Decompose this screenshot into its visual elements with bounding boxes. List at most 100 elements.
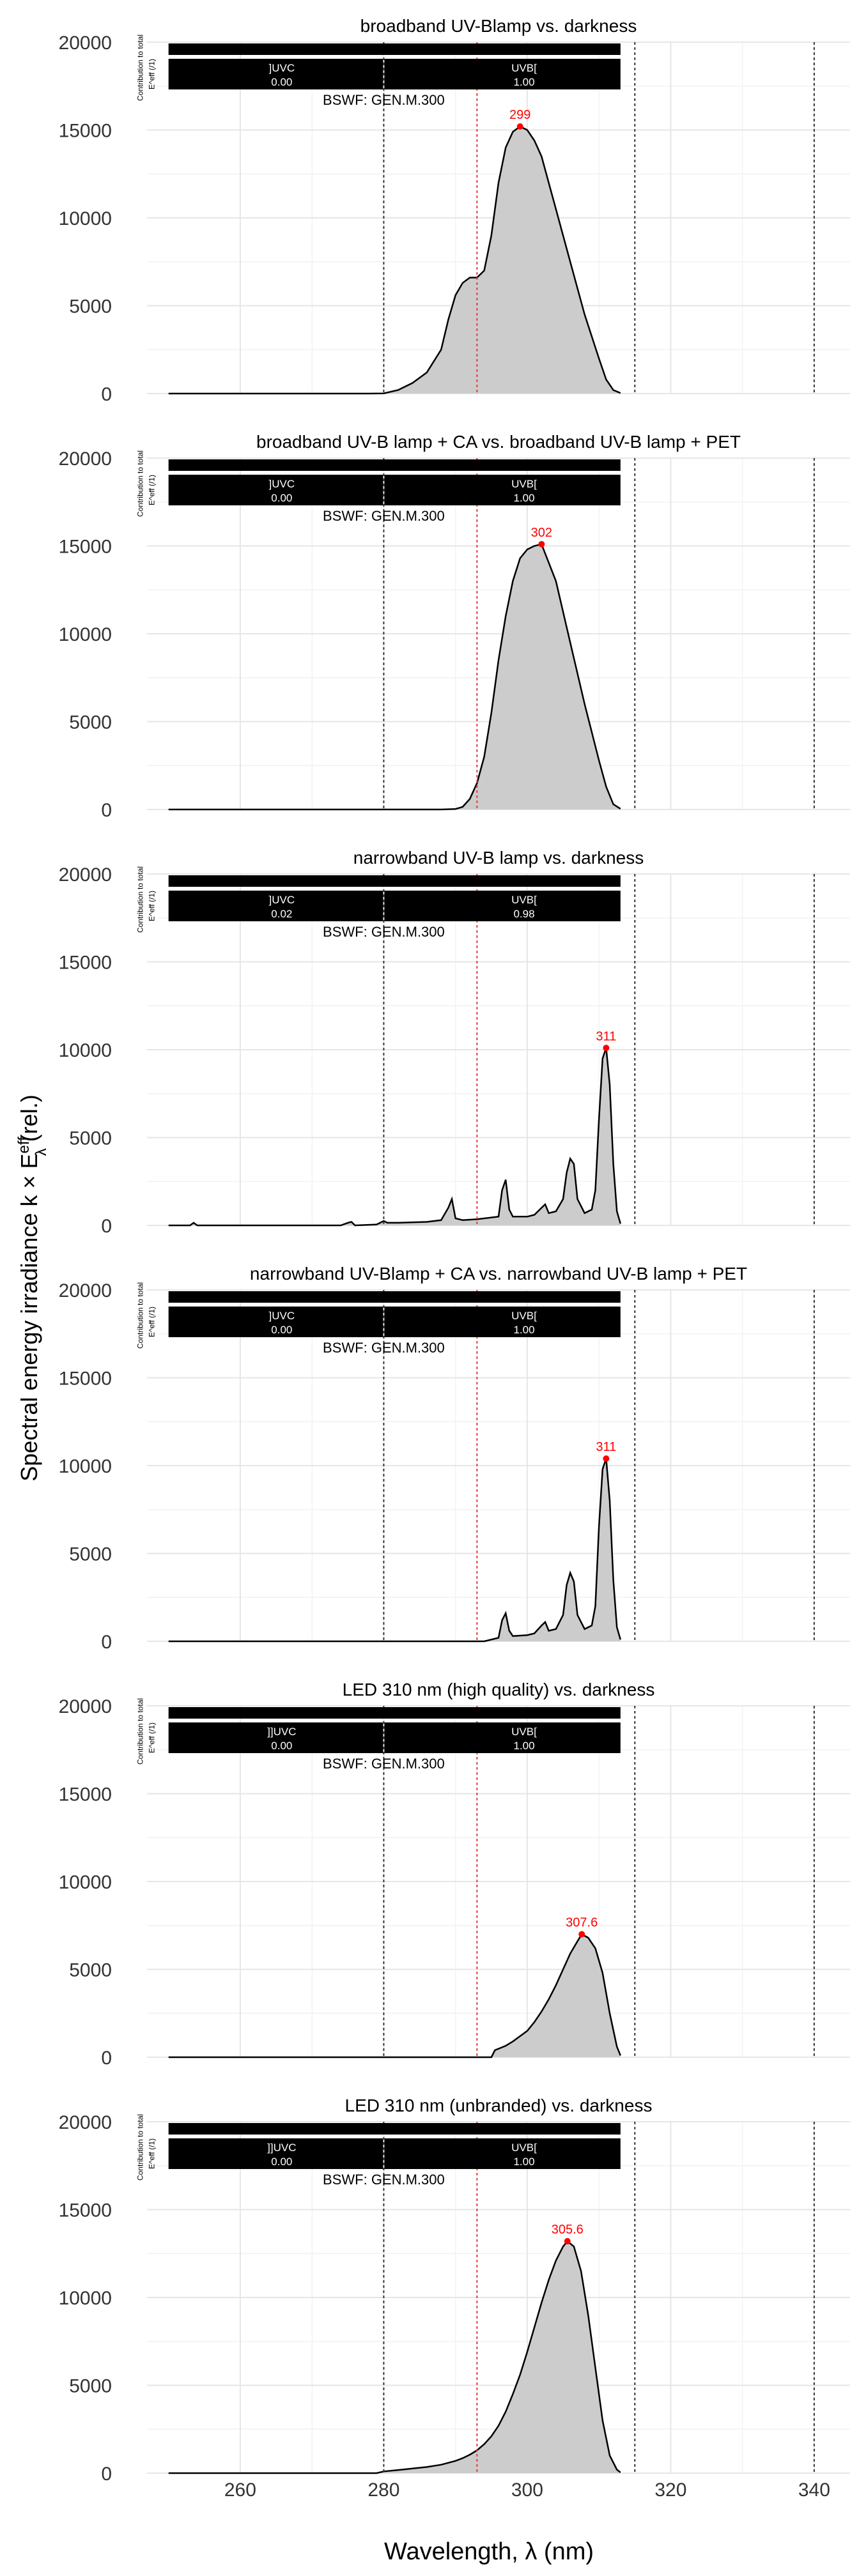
spectrum-area <box>168 126 621 394</box>
uvb-band-box <box>384 59 621 89</box>
y-tick-label: 0 <box>101 384 112 405</box>
uvc-band-box <box>168 1307 383 1337</box>
peak-point <box>578 1931 585 1938</box>
total-band-box <box>168 1291 621 1303</box>
y-tick-label: 15000 <box>59 121 112 142</box>
x-tick-label: 260 <box>224 2480 256 2501</box>
contribution-sub: E^eff (/1) <box>148 891 157 921</box>
bswf-label: BSWF: GEN.M.300 <box>323 1340 445 1356</box>
band-name: ]UVC <box>269 478 295 490</box>
uvc-band-box <box>168 59 383 89</box>
panel-title: narrowband UV-B lamp vs. darkness <box>353 848 644 868</box>
band-value: 0.00 <box>271 1740 292 1752</box>
peak-label: 311 <box>596 1440 616 1454</box>
y-tick-label: 5000 <box>69 1960 112 1981</box>
spectrum-line <box>168 543 621 811</box>
total-band-box <box>168 875 621 887</box>
band-value: 1.00 <box>513 76 534 88</box>
peak-label: 302 <box>531 526 552 540</box>
y-tick-label: 10000 <box>59 1040 112 1061</box>
y-axis-label: Spectral energy irradiance k × Eeffλ (re… <box>15 1094 50 1482</box>
uvb-band-box <box>384 475 621 505</box>
y-tick-label: 10000 <box>59 1456 112 1477</box>
band-value: 1.00 <box>513 1740 534 1752</box>
uvb-band-box <box>384 891 621 921</box>
peak-label: 305.6 <box>552 2223 584 2237</box>
band-value: 1.00 <box>513 492 534 504</box>
uvb-band-box <box>384 1722 621 1753</box>
band-value: 1.00 <box>513 1324 534 1336</box>
y-tick-label: 15000 <box>59 537 112 558</box>
band-name: UVB[ <box>511 62 537 74</box>
y-tick-label: 5000 <box>69 1128 112 1149</box>
band-value: 0.00 <box>271 1324 292 1336</box>
contribution-sub: E^eff (/1) <box>148 1307 157 1337</box>
peak-label: 311 <box>596 1029 616 1043</box>
y-tick-label: 20000 <box>59 33 112 54</box>
band-name: ]]UVC <box>267 1726 296 1738</box>
bswf-label: BSWF: GEN.M.300 <box>323 1756 445 1772</box>
uvb-band-box <box>384 2138 621 2169</box>
panel-title: LED 310 nm (high quality) vs. darkness <box>343 1680 655 1699</box>
contribution-label: Contribution to total <box>136 1698 145 1765</box>
y-tick-label: 10000 <box>59 624 112 645</box>
spectrum-area <box>168 1048 621 1225</box>
band-name: UVB[ <box>511 1726 537 1738</box>
y-axis-label-suffix: (rel.) <box>16 1094 42 1148</box>
spectrum-line <box>168 1458 622 1643</box>
peak-point <box>603 1045 610 1052</box>
contribution-label: Contribution to total <box>136 1282 145 1349</box>
y-tick-label: 0 <box>101 2464 112 2485</box>
contribution-sub: E^eff (/1) <box>148 1722 157 1753</box>
panel-title: broadband UV-Blamp vs. darkness <box>360 16 637 36</box>
x-tick-label: 280 <box>368 2480 399 2501</box>
peak-point <box>564 2238 571 2244</box>
peak-label: 299 <box>509 108 530 122</box>
panel-5: LED 310 nm (high quality) vs. darkness 0 5… <box>59 1680 850 2069</box>
contribution-sub: E^eff (/1) <box>148 59 157 89</box>
panel-1: broadband UV-Blamp vs. darkness 0 5000 1000… <box>59 16 850 405</box>
y-axis-label-prefix: Spectral energy irradiance k × E <box>16 1153 42 1481</box>
total-band-box <box>168 43 621 55</box>
panel-title: narrowband UV-Blamp + CA vs. narrowband … <box>250 1264 747 1284</box>
spectrum-area <box>168 1459 621 1641</box>
bswf-label: BSWF: GEN.M.300 <box>323 2172 445 2188</box>
x-tick-label: 320 <box>654 2480 686 2501</box>
peak-point <box>516 123 523 130</box>
band-name: ]UVC <box>269 1310 295 1322</box>
band-name: UVB[ <box>511 1310 537 1322</box>
panel-2: broadband UV-B lamp + CA vs. broadband U… <box>59 432 850 821</box>
peak-point <box>603 1455 610 1462</box>
y-tick-label: 5000 <box>69 296 112 318</box>
band-value: 0.98 <box>513 908 534 920</box>
x-axis-label: Wavelength, λ (nm) <box>384 2538 594 2565</box>
uvc-band-box <box>168 1722 383 1753</box>
y-tick-label: 15000 <box>59 1368 112 1390</box>
band-name: UVB[ <box>511 478 537 490</box>
band-name: UVB[ <box>511 894 537 906</box>
y-tick-label: 20000 <box>59 448 112 470</box>
y-tick-label: 0 <box>101 2048 112 2069</box>
contribution-label: Contribution to total <box>136 450 145 517</box>
uvc-band-box <box>168 475 383 505</box>
contribution-sub: E^eff (/1) <box>148 2138 157 2169</box>
band-name: UVB[ <box>511 2142 537 2154</box>
spectrum-area <box>168 1934 621 2057</box>
y-tick-label: 20000 <box>59 864 112 885</box>
contribution-label: Contribution to total <box>136 866 145 933</box>
panel-title: broadband UV-B lamp + CA vs. broadband U… <box>256 432 741 452</box>
bswf-label: BSWF: GEN.M.300 <box>323 92 445 108</box>
band-value: 0.00 <box>271 2156 292 2168</box>
y-tick-label: 5000 <box>69 2376 112 2397</box>
y-tick-label: 20000 <box>59 1696 112 1717</box>
spectrum-area <box>168 544 621 809</box>
bswf-label: BSWF: GEN.M.300 <box>323 924 445 940</box>
band-value: 0.00 <box>271 492 292 504</box>
band-name: ]UVC <box>269 62 295 74</box>
band-value: 0.00 <box>271 76 292 88</box>
y-tick-label: 10000 <box>59 208 112 229</box>
y-tick-label: 20000 <box>59 1280 112 1301</box>
contribution-label: Contribution to total <box>136 2114 145 2181</box>
y-tick-label: 10000 <box>59 2288 112 2309</box>
